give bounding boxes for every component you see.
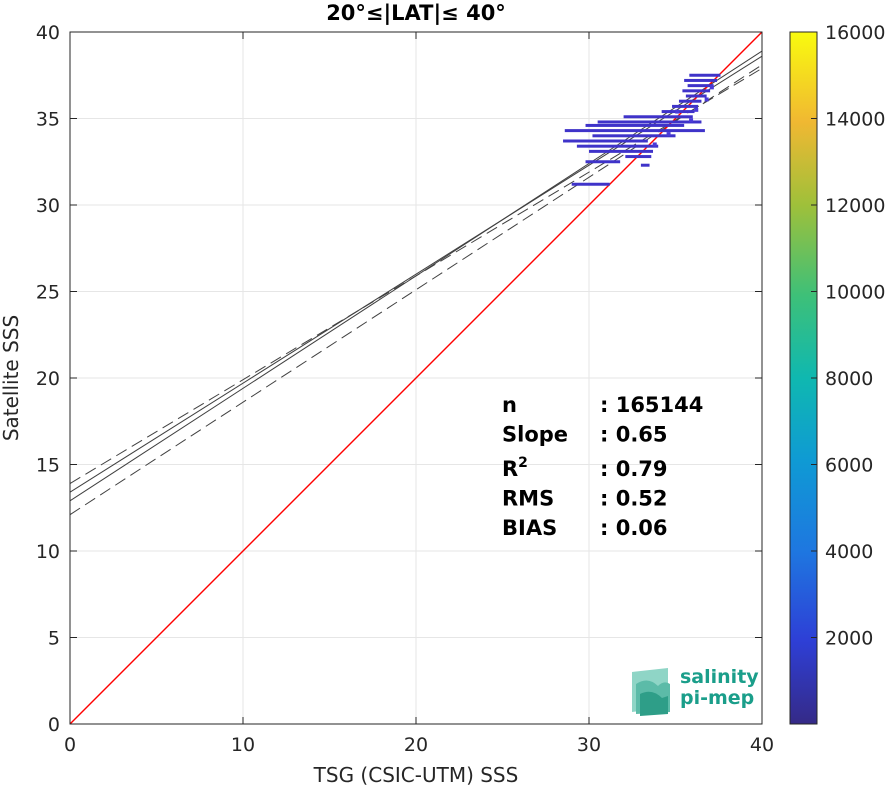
density-segment bbox=[589, 149, 654, 153]
stat-label: RMS bbox=[502, 487, 554, 511]
colorbar-ticks: 2000 4000 6000 8000 10000 12000 14000 16000 bbox=[811, 22, 885, 650]
y-axis-title: Satellite SSS bbox=[0, 315, 23, 441]
stat-value: : 0.79 bbox=[600, 457, 668, 481]
density-segment bbox=[625, 155, 652, 159]
x-tick-label: 0 bbox=[64, 734, 76, 756]
y-tick-label: 5 bbox=[48, 628, 60, 650]
x-tick-label: 20 bbox=[404, 734, 428, 756]
density-point bbox=[694, 107, 699, 112]
density-segment bbox=[563, 139, 648, 143]
x-axis-ticks: 0 10 20 30 40 bbox=[64, 32, 774, 756]
density-segment bbox=[597, 120, 702, 124]
density-segment bbox=[592, 134, 676, 138]
density-point bbox=[652, 142, 657, 147]
density-segment bbox=[689, 73, 721, 77]
density-point bbox=[689, 118, 694, 123]
density-segment bbox=[564, 129, 705, 133]
density-segment bbox=[687, 84, 714, 88]
density-points bbox=[563, 73, 721, 186]
y-tick-label: 40 bbox=[36, 22, 60, 44]
density-point bbox=[666, 132, 671, 137]
x-tick-label: 40 bbox=[750, 734, 774, 756]
density-point bbox=[709, 85, 714, 90]
y-tick-label: 15 bbox=[36, 455, 60, 477]
logo: salinity pi-mep bbox=[632, 666, 759, 716]
colorbar-tick-label: 12000 bbox=[825, 195, 885, 217]
y-tick-label: 10 bbox=[36, 541, 60, 563]
colorbar-tick-label: 16000 bbox=[825, 22, 885, 44]
colorbar-tick-label: 4000 bbox=[825, 541, 873, 563]
wave-logo-icon bbox=[632, 668, 670, 716]
x-tick-label: 30 bbox=[577, 734, 601, 756]
colorbar-tick-label: 10000 bbox=[825, 282, 885, 304]
y-tick-label: 35 bbox=[36, 109, 60, 131]
x-axis-title: TSG (CSIC-UTM) SSS bbox=[313, 763, 519, 787]
density-segment bbox=[585, 160, 621, 164]
logo-text-line1: salinity bbox=[680, 666, 759, 688]
colorbar-tick-label: 2000 bbox=[825, 628, 873, 650]
density-segment bbox=[684, 78, 718, 82]
colorbar-tick-label: 6000 bbox=[825, 455, 873, 477]
density-segment bbox=[640, 163, 650, 167]
confidence-line-dashed bbox=[69, 67, 763, 484]
y-tick-label: 30 bbox=[36, 195, 60, 217]
y-tick-label: 0 bbox=[48, 714, 60, 736]
colorbar-tick-label: 8000 bbox=[825, 368, 873, 390]
density-segment bbox=[576, 144, 659, 148]
density-point bbox=[675, 109, 680, 114]
x-tick-label: 10 bbox=[231, 734, 255, 756]
stat-value: : 165144 bbox=[600, 393, 703, 417]
y-tick-label: 25 bbox=[36, 282, 60, 304]
confidence-line bbox=[69, 55, 763, 493]
stat-label: Slope bbox=[502, 423, 568, 447]
stat-label: n bbox=[502, 393, 517, 417]
density-segment bbox=[682, 89, 711, 93]
chart-title: 20°≤|LAT|≤ 40° bbox=[326, 1, 506, 26]
colorbar-tick-label: 14000 bbox=[825, 109, 885, 131]
stat-value: : 0.06 bbox=[600, 516, 668, 540]
y-axis-ticks: 0 5 10 15 20 25 30 35 40 bbox=[36, 22, 762, 736]
density-segment bbox=[678, 99, 702, 103]
stat-label: BIAS bbox=[502, 516, 557, 540]
stat-value: : 0.65 bbox=[600, 423, 668, 447]
density-segment bbox=[571, 182, 610, 186]
logo-text-line2: pi-mep bbox=[680, 687, 754, 709]
density-segment bbox=[672, 104, 698, 108]
density-segment bbox=[585, 123, 685, 127]
stat-value: : 0.52 bbox=[600, 487, 668, 511]
density-segment bbox=[623, 115, 693, 119]
y-tick-label: 20 bbox=[36, 368, 60, 390]
density-segment bbox=[685, 94, 707, 98]
density-point bbox=[704, 97, 709, 102]
